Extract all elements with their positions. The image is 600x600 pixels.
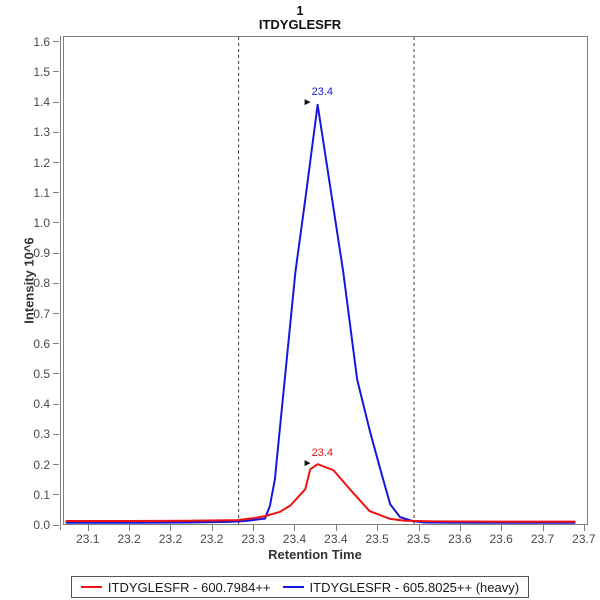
legend-item: ITDYGLESFR - 600.7984++ <box>80 579 271 595</box>
y-tick-mark <box>53 343 59 345</box>
x-tick-mark <box>501 525 503 531</box>
x-tick-label: 23.2 <box>117 532 141 546</box>
x-tick-label: 23.2 <box>200 532 224 546</box>
x-tick-mark <box>335 525 337 531</box>
x-tick-mark <box>583 525 585 531</box>
y-tick-label: 1.5 <box>33 64 50 79</box>
y-tick-label: 0.3 <box>33 427 50 442</box>
x-tick-label: 23.7 <box>530 532 555 546</box>
y-tick-mark <box>53 403 59 405</box>
peak-rt-annotation: 23.4 <box>311 446 334 459</box>
legend-label: ITDYGLESFR - 600.7984++ <box>107 579 271 595</box>
y-tick-mark <box>53 373 59 375</box>
x-tick-label: 23.4 <box>282 532 307 546</box>
chromatogram-curves <box>65 37 576 524</box>
x-tick-label: 23.6 <box>448 532 472 546</box>
y-tick-label: 0.7 <box>33 306 50 321</box>
y-tick-mark <box>53 464 59 466</box>
y-tick-label: 1.4 <box>33 95 50 110</box>
y-tick-label: 1.6 <box>33 34 50 49</box>
legend: ITDYGLESFR - 600.7984++ ITDYGLESFR - 605.… <box>0 576 600 598</box>
series-heavy <box>65 103 576 524</box>
x-tick-mark <box>87 525 89 531</box>
y-tick-mark <box>53 41 59 43</box>
x-axis-title: Retention Time <box>268 547 362 562</box>
x-tick-mark <box>211 525 213 531</box>
legend-label: ITDYGLESFR - 605.8025++ (heavy) <box>309 579 520 595</box>
y-tick-label: 1.2 <box>33 155 50 170</box>
peak-annotation-arrow-icon: ► <box>302 457 313 469</box>
y-tick-mark <box>53 433 59 435</box>
y-tick-label: 0.0 <box>33 518 50 532</box>
x-tick-label: 23.5 <box>406 532 431 546</box>
y-tick-mark <box>53 162 59 164</box>
plot-area[interactable]: ► 23.4 ► 23.4 <box>60 36 588 530</box>
y-tick-label: 0.9 <box>33 246 50 261</box>
x-tick-label: 23.2 <box>158 532 183 546</box>
x-tick-label: 23.7 <box>572 532 596 546</box>
legend-line-sample-icon <box>80 586 102 588</box>
x-tick-label: 23.1 <box>76 532 100 546</box>
y-tick-mark <box>53 131 59 133</box>
peptide-title: ITDYGLESFR <box>258 17 342 32</box>
replicate-title: 1 <box>296 3 304 18</box>
x-tick-mark <box>418 525 420 531</box>
x-tick-label: 23.6 <box>489 532 513 546</box>
legend-item: ITDYGLESFR - 605.8025++ (heavy) <box>282 579 520 595</box>
y-tick-label: 0.6 <box>33 336 50 351</box>
legend-box: ITDYGLESFR - 600.7984++ ITDYGLESFR - 605.… <box>70 576 530 598</box>
y-tick-mark <box>53 71 59 73</box>
y-tick-mark <box>53 282 59 284</box>
x-tick-label: 23.4 <box>324 532 348 546</box>
x-tick-label: 23.3 <box>241 532 265 546</box>
y-tick-mark <box>53 192 59 194</box>
y-tick-mark <box>53 524 59 526</box>
y-tick-mark <box>53 101 59 103</box>
x-tick-mark <box>459 525 461 531</box>
x-tick-mark <box>129 525 131 531</box>
x-tick-label: 23.5 <box>365 532 389 546</box>
y-tick-label: 0.2 <box>33 457 50 472</box>
y-tick-label: 1.3 <box>33 125 50 140</box>
x-tick-mark <box>170 525 172 531</box>
series-light <box>65 463 576 523</box>
y-tick-mark <box>53 494 59 496</box>
peak-annotation-arrow-icon: ► <box>302 96 313 108</box>
y-tick-label: 0.4 <box>33 397 50 412</box>
y-tick-mark <box>53 313 59 315</box>
x-tick-mark <box>253 525 255 531</box>
y-tick-label: 0.1 <box>33 487 50 502</box>
y-tick-label: 1.0 <box>33 215 50 230</box>
peak-rt-annotation: 23.4 <box>311 85 334 98</box>
x-tick-mark <box>294 525 296 531</box>
y-tick-label: 0.5 <box>33 366 50 381</box>
y-tick-mark <box>53 222 59 224</box>
y-tick-label: 1.1 <box>33 185 50 200</box>
y-tick-mark <box>53 252 59 254</box>
x-tick-mark <box>377 525 379 531</box>
x-tick-mark <box>542 525 544 531</box>
y-tick-label: 0.8 <box>33 276 50 291</box>
legend-line-sample-icon <box>282 586 304 588</box>
